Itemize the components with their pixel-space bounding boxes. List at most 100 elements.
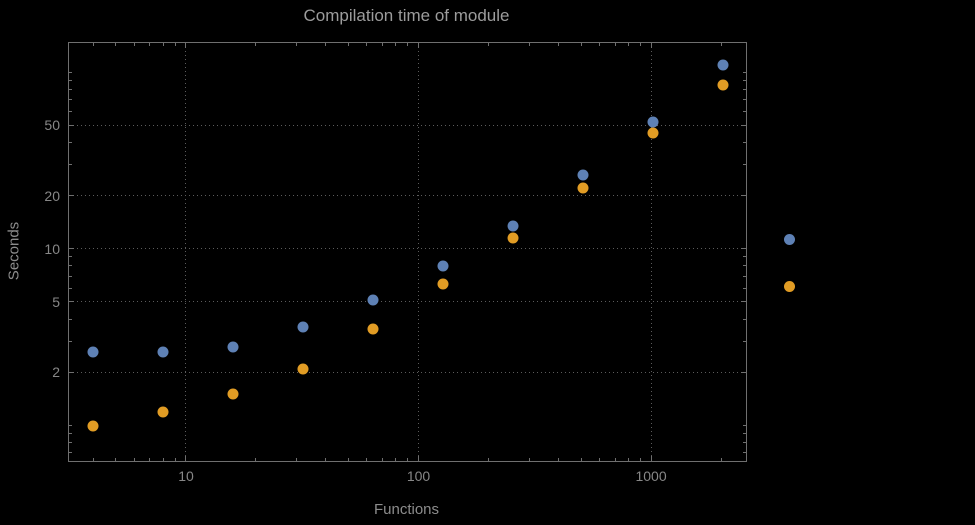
plot-area: 10 100 1000 2 5 10 20 50 [44, 42, 747, 484]
y-tick [741, 248, 746, 250]
y-tick-label: 20 [44, 187, 60, 204]
y-tick [69, 265, 72, 267]
y-tick [741, 301, 746, 303]
x-tick [720, 458, 722, 461]
x-tick [650, 43, 652, 48]
x-tick [92, 43, 94, 46]
y-tick [743, 88, 746, 90]
x-tick [407, 458, 409, 461]
x-gridline [650, 43, 652, 461]
x-tick [366, 43, 368, 46]
x-tick [720, 43, 722, 46]
y-tick [743, 98, 746, 100]
data-point-series-2 [437, 278, 449, 290]
y-tick [69, 442, 72, 444]
x-tick [628, 43, 630, 46]
x-tick [598, 458, 600, 461]
data-point-series-2 [507, 232, 519, 244]
y-tick [69, 79, 72, 81]
y-tick [69, 287, 72, 289]
y-tick [741, 195, 746, 197]
x-tick [149, 43, 151, 46]
y-tick [743, 71, 746, 73]
x-tick [639, 458, 641, 461]
y-tick-label: 2 [52, 364, 60, 381]
data-point-series-1 [157, 346, 169, 358]
data-point-series-2 [367, 323, 379, 335]
y-tick [69, 318, 72, 320]
y-tick [69, 340, 72, 342]
x-tick [325, 458, 327, 461]
y-tick [69, 98, 72, 100]
x-tick [174, 458, 176, 461]
data-point-series-1 [367, 294, 379, 306]
legend-marker-series-2 [784, 281, 795, 292]
y-tick [69, 124, 74, 126]
x-tick [407, 43, 409, 46]
x-tick [92, 458, 94, 461]
y-tick [69, 163, 72, 165]
x-tick [639, 43, 641, 46]
y-tick [743, 452, 746, 454]
data-point-series-2 [227, 388, 239, 400]
x-tick [488, 43, 490, 46]
data-point-series-2 [157, 406, 169, 418]
x-tick [133, 458, 135, 461]
x-tick [395, 458, 397, 461]
y-gridline [69, 301, 746, 303]
y-gridline [69, 124, 746, 126]
x-tick [174, 43, 176, 46]
y-tick [743, 110, 746, 112]
y-tick [69, 301, 74, 303]
y-tick [743, 141, 746, 143]
y-tick [743, 79, 746, 81]
x-tick [325, 43, 327, 46]
x-tick [558, 458, 560, 461]
x-tick [133, 43, 135, 46]
y-tick [741, 124, 746, 126]
x-axis-label: Functions [373, 501, 440, 518]
y-tick [743, 340, 746, 342]
x-tick [628, 458, 630, 461]
x-tick [580, 458, 582, 461]
y-tick [69, 71, 72, 73]
x-tick [162, 458, 164, 461]
chart-title: Compilation time of module [303, 6, 510, 25]
x-tick [255, 458, 257, 461]
y-tick [743, 265, 746, 267]
y-tick [743, 442, 746, 444]
x-tick [115, 458, 117, 461]
x-tick [296, 458, 298, 461]
x-tick [614, 43, 616, 46]
y-tick [69, 452, 72, 454]
y-tick [69, 248, 74, 250]
x-tick [348, 458, 350, 461]
y-axis-label: Seconds [5, 221, 23, 281]
data-point-series-2 [717, 79, 729, 91]
y-tick [69, 141, 72, 143]
x-tick [650, 456, 652, 461]
y-tick-label: 50 [44, 117, 60, 134]
x-tick-label: 1000 [635, 468, 667, 484]
data-point-series-1 [717, 59, 729, 71]
y-tick [69, 433, 72, 435]
y-tick [743, 163, 746, 165]
x-gridline [418, 43, 420, 461]
data-point-series-1 [577, 169, 589, 181]
y-tick [743, 287, 746, 289]
y-tick [743, 256, 746, 258]
x-tick [528, 458, 530, 461]
x-tick [162, 43, 164, 46]
y-tick [69, 88, 72, 90]
x-tick [580, 43, 582, 46]
y-tick [741, 371, 746, 373]
data-point-series-1 [647, 116, 659, 128]
x-tick [614, 458, 616, 461]
x-tick [185, 456, 187, 461]
x-tick [185, 43, 187, 48]
x-tick [395, 43, 397, 46]
data-point-series-1 [507, 220, 519, 232]
data-point-series-2 [87, 420, 99, 432]
y-tick [743, 425, 746, 427]
